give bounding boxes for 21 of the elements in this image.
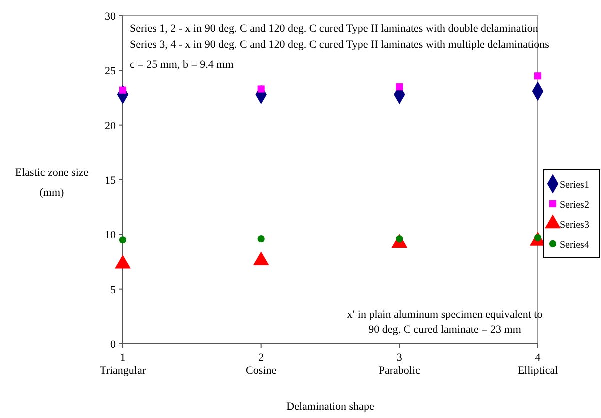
x-tick-label: 3 Parabolic <box>378 352 421 377</box>
y-tick-label: 15 <box>105 175 116 187</box>
y-tick-label: 0 <box>110 339 116 351</box>
y-tick-label: 25 <box>105 66 116 78</box>
legend-label: Series2 <box>560 200 590 211</box>
annotation: Series 3, 4 - x in 90 deg. C and 120 deg. C cured Type II laminates with multiple delaminations <box>130 39 550 51</box>
y-tick-label: 20 <box>105 120 116 132</box>
legend-label: Series4 <box>560 240 590 251</box>
x-tick-label: 1 Triangular <box>100 352 146 377</box>
legend-label: Series3 <box>560 220 590 231</box>
x-axis-title: Delamination shape <box>286 401 374 413</box>
annotation: x′ in plain aluminum specimen equivalent to 90 deg. C cured laminate = 23 mm <box>347 309 544 336</box>
x-tick-label: 4 Elliptical <box>518 352 558 377</box>
y-tick-label: 10 <box>105 230 116 242</box>
x-tick-label: 2 Cosine <box>246 352 277 377</box>
y-tick-label: 30 <box>105 11 116 23</box>
legend-label: Series1 <box>560 180 590 191</box>
annotation: Series 1, 2 - x in 90 deg. C and 120 deg. C cured Type II laminates with double delamination <box>130 23 539 35</box>
y-axis-title: Elastic zone size (mm) <box>15 167 89 199</box>
annotation: c = 25 mm, b = 9.4 mm <box>130 59 234 71</box>
y-tick-label: 5 <box>110 284 116 296</box>
